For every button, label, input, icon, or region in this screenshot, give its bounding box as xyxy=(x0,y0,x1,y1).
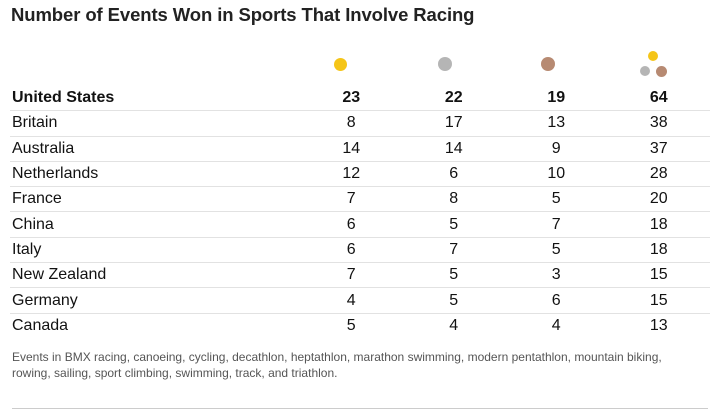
silver-count: 7 xyxy=(402,237,505,264)
total-gold-medal-icon xyxy=(648,51,658,61)
gold-count: 14 xyxy=(300,136,403,162)
gold-count: 7 xyxy=(300,262,403,289)
bronze-count: 13 xyxy=(505,110,608,137)
gold-count: 6 xyxy=(300,237,403,264)
medal-table-body: United States 23 22 19 64 Britain 8 17 13 38 Austr… xyxy=(10,86,710,338)
bronze-count: 5 xyxy=(505,237,608,264)
country-name: China xyxy=(10,211,300,238)
country-name: France xyxy=(10,186,300,213)
bronze-count: 19 xyxy=(505,86,608,112)
silver-count: 5 xyxy=(402,262,505,289)
total-count: 18 xyxy=(607,237,710,264)
silver-count: 8 xyxy=(402,186,505,213)
table-row: Australia 14 14 9 37 xyxy=(10,136,710,162)
country-name: Canada xyxy=(12,316,69,334)
gold-medal-icon xyxy=(334,58,347,71)
total-count: 38 xyxy=(607,110,710,137)
total-count: 20 xyxy=(607,186,710,213)
total-count: 15 xyxy=(607,262,710,289)
silver-count: 22 xyxy=(402,86,505,112)
country-name: Italy xyxy=(10,237,300,264)
table-row: Netherlands 12 6 10 28 xyxy=(10,161,710,188)
country-name: Britain xyxy=(10,110,300,137)
gold-count: 5 xyxy=(346,316,356,334)
bronze-count: 10 xyxy=(505,161,608,188)
table-row: Italy 6 7 5 18 xyxy=(10,237,710,264)
total-bronze-medal-icon xyxy=(656,66,667,77)
table-row: France 7 8 5 20 xyxy=(10,186,710,213)
total-count: 64 xyxy=(607,86,710,112)
bronze-count: 4 xyxy=(551,316,561,334)
medal-header xyxy=(0,50,720,86)
medal-table: United States 23 22 19 64 Britain 8 17 13 38 Austr… xyxy=(10,86,710,338)
total-count: 37 xyxy=(607,136,710,162)
bottom-divider xyxy=(12,408,708,409)
gold-count: 23 xyxy=(300,86,403,112)
bronze-count: 5 xyxy=(505,186,608,213)
silver-count: 14 xyxy=(402,136,505,162)
table-row: New Zealand 7 5 3 15 xyxy=(10,262,710,289)
bronze-count: 9 xyxy=(505,136,608,162)
total-count: 15 xyxy=(607,287,710,314)
footnote: Events in BMX racing, canoeing, cycling,… xyxy=(12,350,662,380)
table-row: China 6 5 7 18 xyxy=(10,211,710,238)
gold-count: 6 xyxy=(300,211,403,238)
bronze-count: 3 xyxy=(505,262,608,289)
gold-count: 4 xyxy=(300,287,403,314)
country-name: Netherlands xyxy=(10,161,300,188)
total-count: 28 xyxy=(607,161,710,188)
bronze-count: 6 xyxy=(505,287,608,314)
bronze-count: 7 xyxy=(505,211,608,238)
chart-title: Number of Events Won in Sports That Invo… xyxy=(11,4,475,25)
silver-count: 5 xyxy=(402,211,505,238)
silver-count: 5 xyxy=(402,287,505,314)
bronze-medal-icon xyxy=(541,57,555,71)
silver-count: 17 xyxy=(402,110,505,137)
gold-count: 8 xyxy=(300,110,403,137)
country-name: Germany xyxy=(10,287,300,314)
total-count: 13 xyxy=(649,316,668,334)
table-row: Canada 5 4 4 13 xyxy=(10,313,710,338)
total-count: 18 xyxy=(607,211,710,238)
total-silver-medal-icon xyxy=(640,66,650,76)
gold-count: 7 xyxy=(300,186,403,213)
country-name: Australia xyxy=(10,136,300,162)
silver-count: 4 xyxy=(449,316,459,334)
table-row: United States 23 22 19 64 xyxy=(10,86,710,112)
silver-medal-icon xyxy=(438,57,452,71)
gold-count: 12 xyxy=(300,161,403,188)
country-name: New Zealand xyxy=(10,262,300,289)
table-row: Germany 4 5 6 15 xyxy=(10,287,710,314)
country-name: United States xyxy=(10,86,300,112)
silver-count: 6 xyxy=(402,161,505,188)
table-row: Britain 8 17 13 38 xyxy=(10,110,710,137)
